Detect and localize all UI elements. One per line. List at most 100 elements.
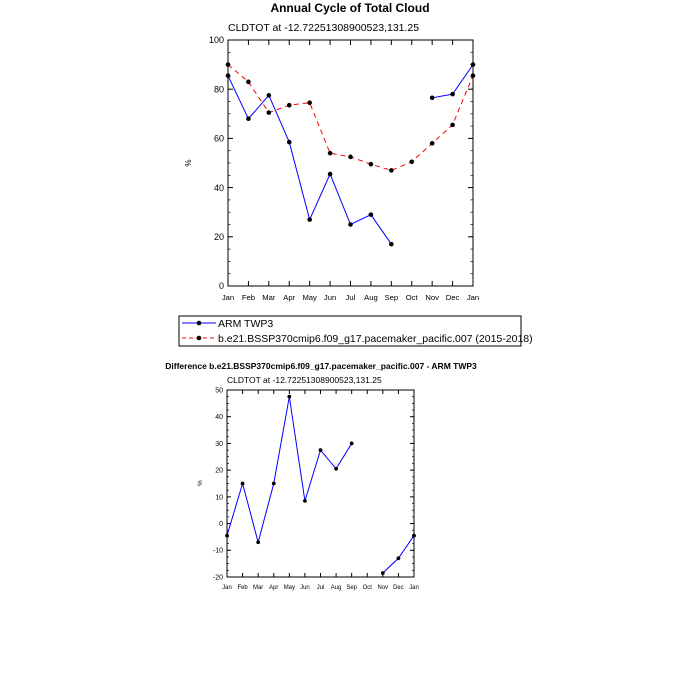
chart1-xtick-label: Feb <box>242 293 255 302</box>
chart2-plot-frame <box>226 389 415 578</box>
chart1-ylabel: % <box>184 159 193 166</box>
chart2-series-0-point <box>287 394 292 399</box>
chart2-ytick-label: 10 <box>215 494 223 501</box>
chart1-series-0-point <box>286 139 292 145</box>
chart1-xtick-label: Sep <box>385 293 399 302</box>
chart1-series-1-point <box>266 110 272 115</box>
chart1-series-0-point <box>225 73 231 78</box>
chart2-ytick-label: 0 <box>219 521 223 528</box>
chart2-subtitle: CLDTOT at -12.72251308900523,131.25 <box>227 375 382 385</box>
chart2-series-0-point <box>225 533 229 538</box>
chart1-ytick-label: 80 <box>214 84 224 94</box>
chart2-ytick-label: 40 <box>215 414 223 421</box>
chart2-xtick-label: Jan <box>409 585 419 591</box>
chart1-xtick-label: Mar <box>262 293 276 302</box>
legend: ARM TWP3 b.e21.BSSP370cmip6.f09_g17.pace… <box>178 315 533 347</box>
chart1-axes: 0 20 40 60 80 100 Jan Feb Mar Apr May Jun Jul Aug Sep O… <box>209 35 479 302</box>
legend-marker-arm <box>196 320 202 326</box>
chart1-series-1-point <box>429 141 435 146</box>
chart2-xtick-label: Nov <box>378 585 389 591</box>
chart1-series-1-point <box>409 159 415 165</box>
chart1-subtitle: CLDTOT at -12.72251308900523,131.25 <box>228 22 419 34</box>
chart1-xtick-label: Jan <box>467 293 479 302</box>
chart1-plot-frame <box>227 39 474 287</box>
chart1-series-0-point <box>266 93 272 98</box>
main-title: Annual Cycle of Total Cloud <box>270 1 429 15</box>
chart2-xtick-label: Jan <box>222 585 232 591</box>
chart2-series-0-point <box>318 448 323 453</box>
chart1-series-0-point <box>429 95 435 101</box>
chart1-ytick-label: 60 <box>214 134 224 144</box>
chart1-ytick-label: 0 <box>219 281 224 291</box>
chart2-axes: -20 -10 0 10 20 30 40 50 Jan Feb Mar Apr May Jun Jul Au… <box>213 387 419 591</box>
chart2-series-0-point <box>349 441 354 446</box>
chart1-xtick-label: Jun <box>324 293 336 302</box>
chart2-series-0-point <box>240 481 245 486</box>
chart2-series <box>225 394 416 575</box>
chart1-series-1-point <box>246 79 251 85</box>
chart2-xtick-label: Mar <box>253 585 263 591</box>
legend-box <box>178 315 522 347</box>
chart1-series-1-point <box>327 150 333 156</box>
legend-marker-model <box>196 335 202 341</box>
chart1-series-0-point <box>470 62 476 67</box>
chart1-series-0-point <box>307 217 312 222</box>
chart2-ytick-label: 30 <box>215 441 223 448</box>
chart1-series-1-point <box>225 62 231 67</box>
chart2-ytick-label: -10 <box>213 548 223 555</box>
chart2-xtick-label: Feb <box>237 585 248 591</box>
legend-label-arm: ARM TWP3 <box>218 318 273 330</box>
difference-chart: Difference b.e21.BSSP370cmip6.f09_g17.pa… <box>165 361 477 591</box>
chart1-xtick-label: May <box>302 293 317 302</box>
chart1-series-1-point <box>307 100 312 106</box>
chart1-series-0-point <box>348 222 353 227</box>
annual-cycle-chart: CLDTOT at -12.72251308900523,131.25 % 0 2… <box>184 22 479 302</box>
chart1-ytick-label: 20 <box>214 232 224 242</box>
chart1-xtick-label: Nov <box>425 293 439 302</box>
chart1-series-1-point <box>286 102 292 108</box>
chart2-xtick-label: Sep <box>346 585 357 591</box>
chart2-series-0-point <box>334 466 338 471</box>
chart2-xtick-label: Aug <box>331 585 342 591</box>
legend-label-model: b.e21.BSSP370cmip6.f09_g17.pacemaker_pac… <box>218 333 533 345</box>
chart2-ytick-label: 20 <box>215 468 223 475</box>
chart1-xtick-label: Jul <box>346 293 356 302</box>
chart2-series-0-point <box>256 540 261 545</box>
chart2-series-0-point <box>380 571 385 575</box>
chart2-xtick-label: Apr <box>269 585 278 591</box>
chart1-series-1-point <box>450 122 455 128</box>
chart1-series-1-point <box>389 168 394 173</box>
chart1-xtick-label: Dec <box>446 293 460 302</box>
chart2-ytick-label: 50 <box>215 387 223 394</box>
chart2-series-0-point <box>271 481 276 486</box>
chart1-xtick-label: Apr <box>283 293 295 302</box>
chart1-series-0-point <box>389 241 394 247</box>
chart1-xtick-label: Jan <box>222 293 234 302</box>
chart1-series-0-point <box>246 116 251 122</box>
chart1-series-0-point <box>368 212 374 217</box>
chart1-series-1-line <box>227 64 474 171</box>
chart2-xtick-label: Dec <box>393 585 404 591</box>
chart2-series-0-line <box>382 535 415 574</box>
chart2-ylabel: % <box>197 480 204 486</box>
chart1-xtick-label: Oct <box>406 293 419 302</box>
chart1-series-1-point <box>348 154 353 160</box>
chart1-series-1-point <box>470 73 476 78</box>
chart1-ytick-label: 100 <box>209 35 224 45</box>
chart1-series-1-point <box>368 161 374 167</box>
chart2-series-0-point <box>412 533 416 538</box>
chart2-series-0-point <box>303 498 307 503</box>
chart2-series-0-line <box>226 396 353 545</box>
chart1-series <box>225 62 476 247</box>
chart2-xtick-label: Oct <box>363 585 373 591</box>
chart1-series-0-point <box>327 171 333 177</box>
chart2-ytick-label: -20 <box>213 574 223 581</box>
chart1-xtick-label: Aug <box>364 293 378 302</box>
chart1-ytick-label: 40 <box>214 183 224 193</box>
chart2-series-0-point <box>396 556 401 561</box>
chart2-xtick-label: May <box>284 585 295 591</box>
chart2-title: Difference b.e21.BSSP370cmip6.f09_g17.pa… <box>165 361 477 371</box>
chart1-series-0-point <box>450 91 455 97</box>
chart2-xtick-label: Jul <box>317 585 325 591</box>
